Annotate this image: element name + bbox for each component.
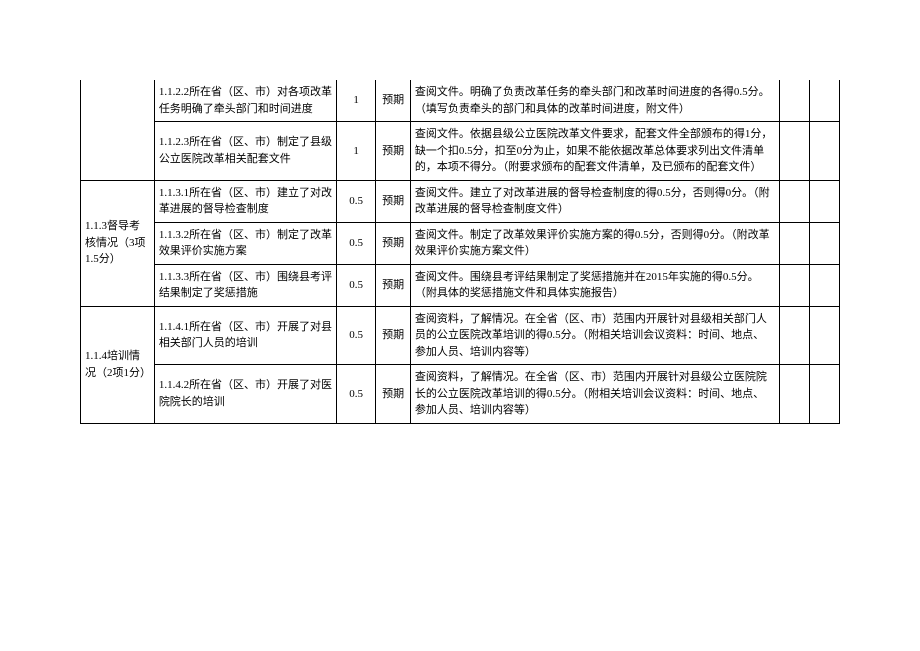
indicator-desc: 1.1.2.3所在省（区、市）制定了县级公立医院改革相关配套文件 — [154, 122, 336, 181]
group-label — [81, 80, 155, 180]
empty-cell-a — [779, 365, 809, 424]
evaluation-table: 1.1.2.2所在省（区、市）对各项改革任务明确了牵头部门和时间进度1预期查阅文… — [80, 80, 840, 424]
type-label: 预期 — [376, 365, 411, 424]
score-value: 0.5 — [337, 264, 376, 306]
empty-cell-b — [809, 80, 839, 122]
score-value: 0.5 — [337, 365, 376, 424]
empty-cell-a — [779, 306, 809, 365]
empty-cell-a — [779, 122, 809, 181]
score-value: 1 — [337, 122, 376, 181]
indicator-desc: 1.1.3.3所在省（区、市）围绕县考评结果制定了奖惩措施 — [154, 264, 336, 306]
indicator-desc: 1.1.3.2所在省（区、市）制定了改革效果评价实施方案 — [154, 222, 336, 264]
criteria-desc: 查阅资料，了解情况。在全省（区、市）范围内开展针对县级相关部门人员的公立医院改革… — [410, 306, 779, 365]
empty-cell-b — [809, 180, 839, 222]
type-label: 预期 — [376, 180, 411, 222]
score-value: 0.5 — [337, 222, 376, 264]
indicator-desc: 1.1.3.1所在省（区、市）建立了对改革进展的督导检查制度 — [154, 180, 336, 222]
score-value: 0.5 — [337, 306, 376, 365]
criteria-desc: 查阅资料，了解情况。在全省（区、市）范围内开展针对县级公立医院院长的公立医院改革… — [410, 365, 779, 424]
empty-cell-a — [779, 264, 809, 306]
criteria-desc: 查阅文件。制定了改革效果评价实施方案的得0.5分，否则得0分。（附改革效果评价实… — [410, 222, 779, 264]
empty-cell-b — [809, 365, 839, 424]
empty-cell-a — [779, 222, 809, 264]
criteria-desc: 查阅文件。围绕县考评结果制定了奖惩措施并在2015年实施的得0.5分。（附具体的… — [410, 264, 779, 306]
group-label: 1.1.3督导考核情况（3项1.5分） — [81, 180, 155, 306]
type-label: 预期 — [376, 122, 411, 181]
empty-cell-b — [809, 264, 839, 306]
empty-cell-a — [779, 80, 809, 122]
criteria-desc: 查阅文件。依据县级公立医院改革文件要求，配套文件全部颁布的得1分，缺一个扣0.5… — [410, 122, 779, 181]
criteria-desc: 查阅文件。明确了负责改革任务的牵头部门和改革时间进度的各得0.5分。（填写负责牵… — [410, 80, 779, 122]
type-label: 预期 — [376, 264, 411, 306]
criteria-desc: 查阅文件。建立了对改革进展的督导检查制度的得0.5分，否则得0分。（附改革进展的… — [410, 180, 779, 222]
group-label: 1.1.4培训情况（2项1分） — [81, 306, 155, 423]
empty-cell-b — [809, 222, 839, 264]
type-label: 预期 — [376, 306, 411, 365]
score-value: 1 — [337, 80, 376, 122]
indicator-desc: 1.1.2.2所在省（区、市）对各项改革任务明确了牵头部门和时间进度 — [154, 80, 336, 122]
type-label: 预期 — [376, 222, 411, 264]
score-value: 0.5 — [337, 180, 376, 222]
empty-cell-b — [809, 306, 839, 365]
empty-cell-b — [809, 122, 839, 181]
empty-cell-a — [779, 180, 809, 222]
type-label: 预期 — [376, 80, 411, 122]
indicator-desc: 1.1.4.1所在省（区、市）开展了对县相关部门人员的培训 — [154, 306, 336, 365]
indicator-desc: 1.1.4.2所在省（区、市）开展了对医院院长的培训 — [154, 365, 336, 424]
